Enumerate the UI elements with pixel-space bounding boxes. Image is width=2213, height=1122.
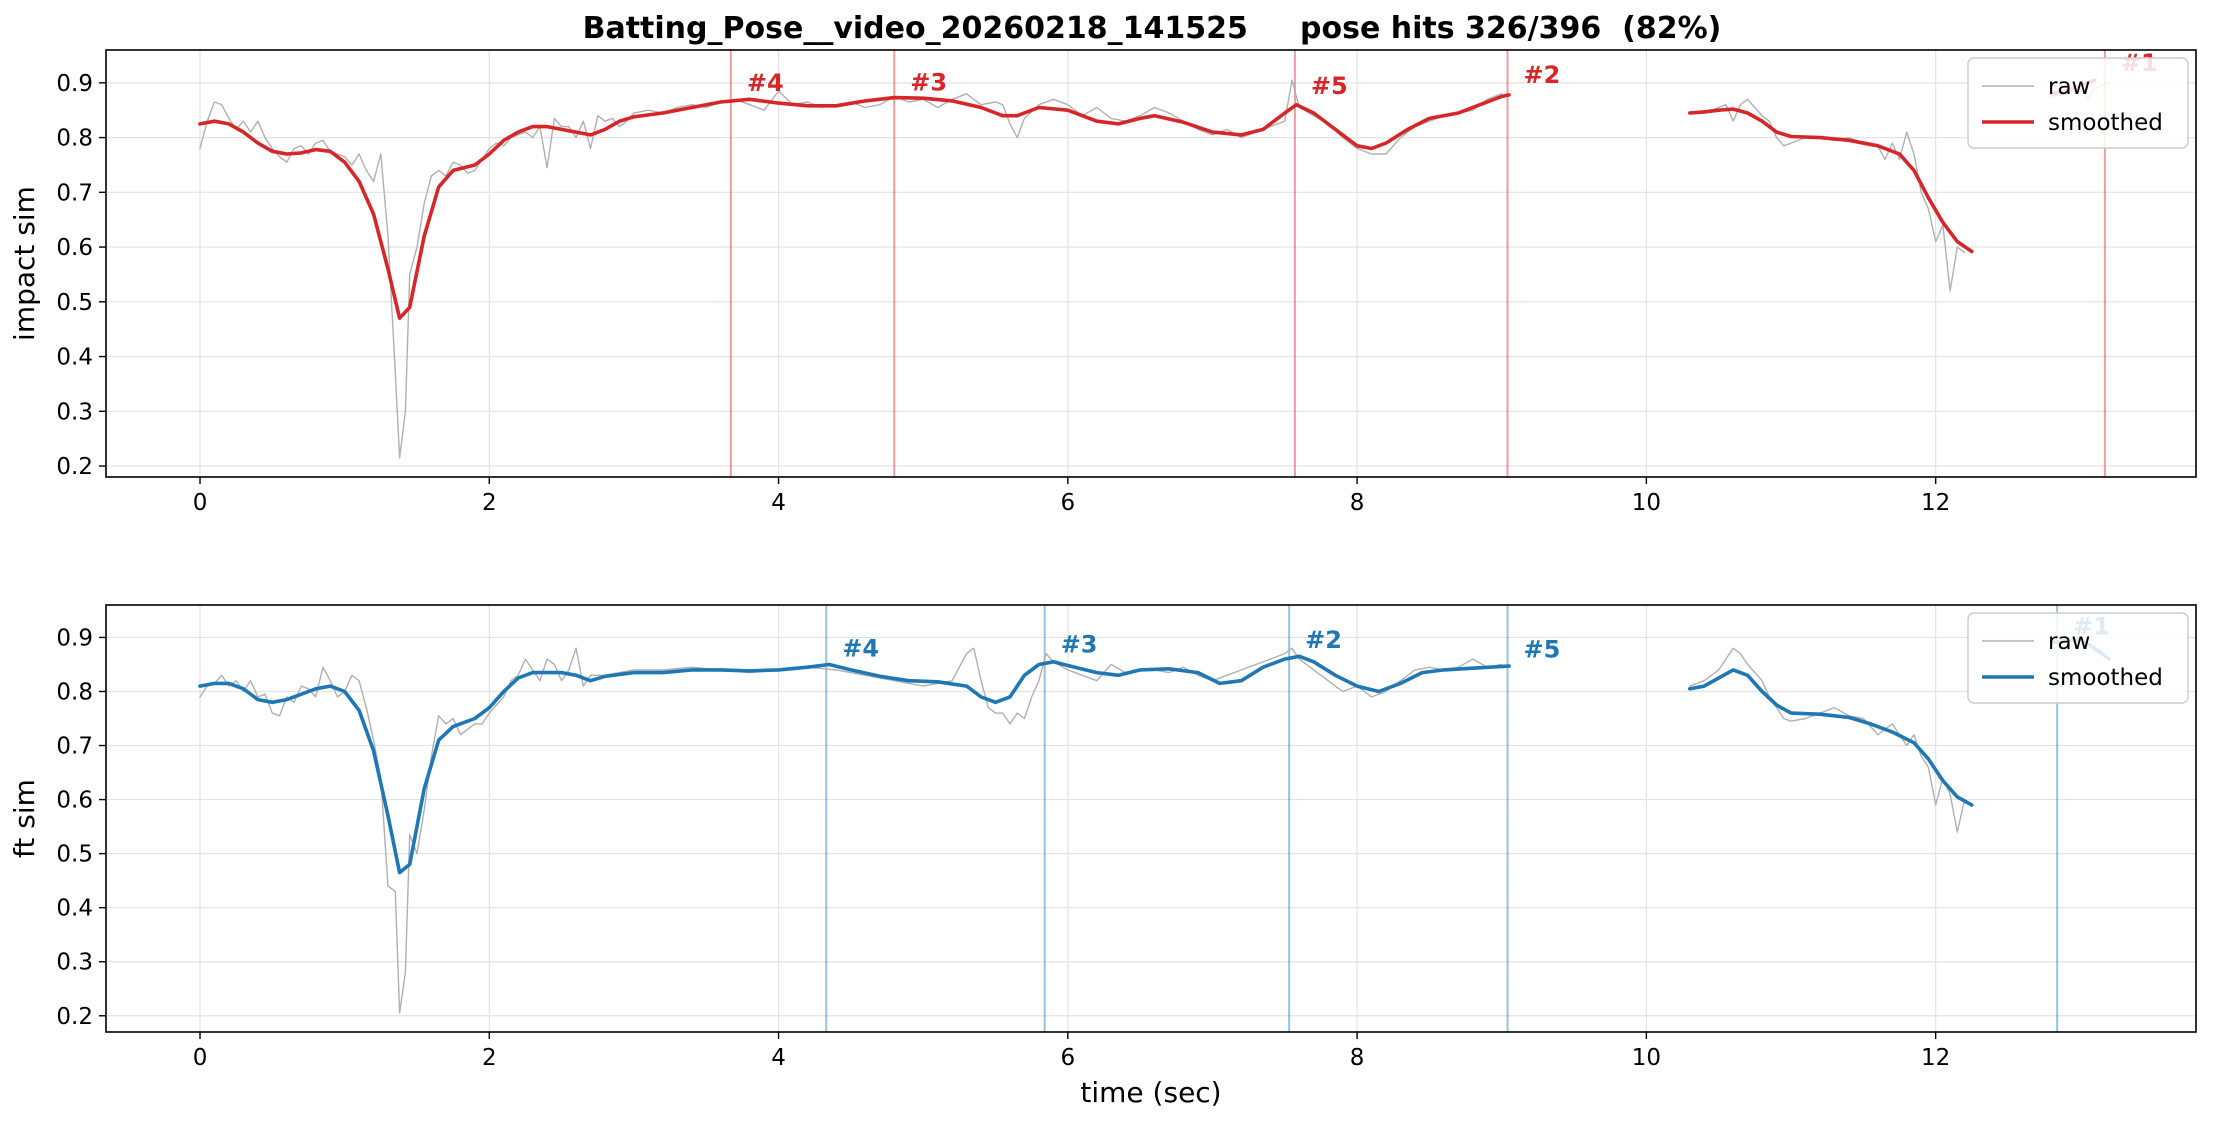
y-tick-label: 0.4 [56,345,93,371]
event-label: #5 [1311,72,1348,100]
x-tick-label: 0 [193,1045,208,1071]
y-tick-label: 0.6 [56,235,93,261]
x-tick-label: 2 [482,490,497,516]
x-tick-label: 0 [193,490,208,516]
event-label: #4 [842,634,879,662]
y-tick-label: 0.4 [56,896,93,922]
y-axis-label: ft sim [8,779,41,858]
x-axis-label: time (sec) [1080,1076,1221,1109]
x-tick-label: 4 [771,1045,786,1071]
x-tick-label: 10 [1632,490,1661,516]
legend-box [1967,612,2189,704]
x-tick-label: 4 [771,490,786,516]
raw-series-line [199,79,1503,459]
event-label: #2 [1305,626,1342,654]
y-tick-label: 0.5 [56,290,93,316]
raw-series-line [199,647,1503,1014]
event-label: #3 [910,69,947,97]
legend-entry-label: raw [2048,74,2090,100]
smoothed-series-line [1688,668,1974,807]
raw-series-line [1689,98,1966,292]
y-tick-label: 0.7 [56,180,93,206]
impact-sim-panel: #4#3#5#2#10246810120.20.30.40.50.60.70.8… [8,49,2197,516]
legend-entry-label: raw [2048,629,2090,655]
y-tick-label: 0.6 [56,788,93,814]
x-tick-label: 10 [1632,1045,1661,1071]
smoothed-series-line [1688,107,1974,254]
y-tick-label: 0.3 [56,399,93,425]
figure-title: Batting_Pose__video_20260218_141525 pose… [583,11,1722,46]
ft-sim-panel: #4#3#2#5#10246810120.20.30.40.50.60.70.8… [8,604,2197,1109]
y-tick-label: 0.2 [56,454,93,480]
legend-entry-label: smoothed [2048,665,2163,691]
y-tick-label: 0.9 [56,71,93,97]
event-label: #2 [1524,61,1561,89]
x-tick-label: 12 [1921,490,1950,516]
y-tick-label: 0.7 [56,734,93,760]
legend-box [1967,57,2189,149]
y-tick-label: 0.8 [56,679,93,705]
x-tick-label: 12 [1921,1045,1950,1071]
y-axis-label: impact sim [8,186,41,341]
legend-entry-label: smoothed [2048,110,2163,136]
smoothed-series-line [198,93,1511,320]
x-tick-label: 8 [1350,490,1365,516]
y-tick-label: 0.8 [56,126,93,152]
y-tick-label: 0.5 [56,842,93,868]
event-label: #4 [747,69,784,97]
y-tick-label: 0.2 [56,1004,93,1030]
x-tick-label: 6 [1061,1045,1076,1071]
x-tick-label: 8 [1350,1045,1365,1071]
axes-frame [105,49,2197,478]
axes-frame [105,604,2197,1033]
smoothed-series-line [198,654,1511,875]
x-tick-label: 2 [482,1045,497,1071]
event-label: #3 [1061,631,1098,659]
event-label: #5 [1524,635,1561,663]
y-tick-label: 0.9 [56,625,93,651]
raw-series-line [1689,647,1973,833]
y-tick-label: 0.3 [56,950,93,976]
x-tick-label: 6 [1061,490,1076,516]
